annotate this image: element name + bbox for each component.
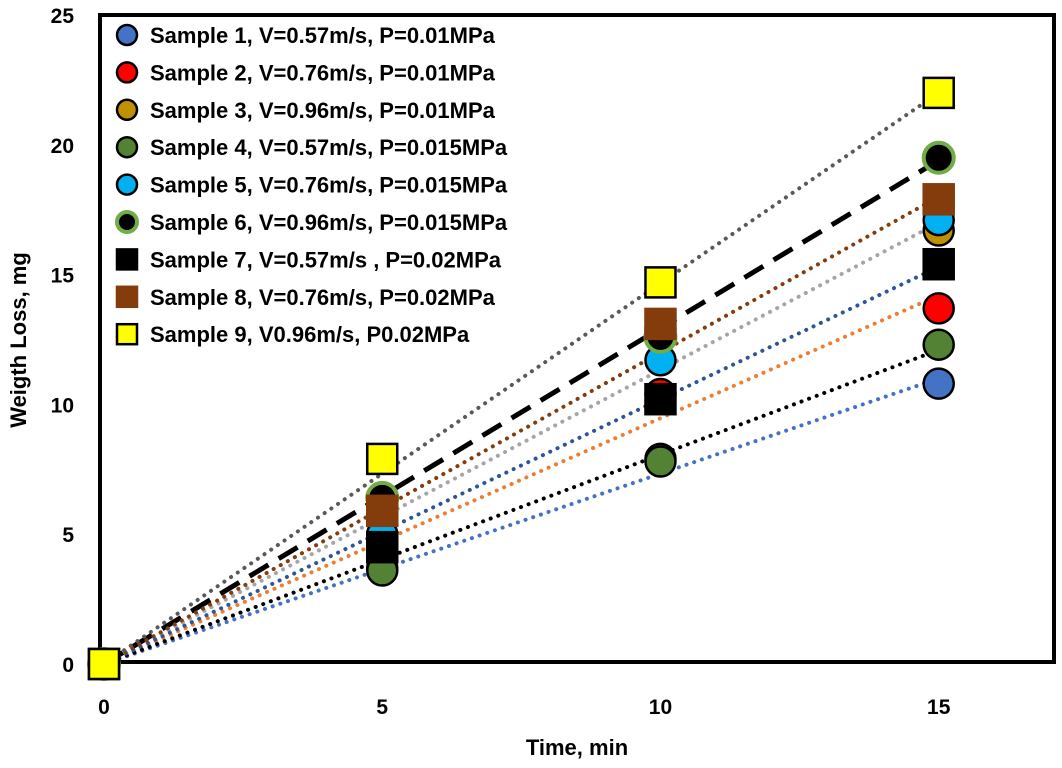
legend-marker-sample-4 (115, 135, 139, 159)
legend-label-sample-1: Sample 1, V=0.57m/s, P=0.01MPa (150, 23, 496, 48)
legend-marker-sample-8 (115, 285, 139, 309)
data-point-sample-1 (922, 367, 955, 400)
legend-marker-sample-2 (115, 61, 139, 84)
x-axis-title: Time, min (526, 735, 628, 760)
trendline-sample-3 (102, 220, 941, 666)
y-axis-title: Weigth Loss, mg (6, 252, 31, 428)
data-point-sample-8 (644, 307, 677, 341)
data-point-sample-9 (922, 76, 955, 110)
x-axis-ticks: 0 5 10 15 (98, 696, 951, 719)
legend-marker-sample-1 (115, 23, 139, 47)
data-point-sample-8 (365, 494, 399, 528)
legend-marker-sample-5 (115, 173, 139, 196)
data-point-sample-8 (922, 183, 955, 216)
legend-label-sample-6: Sample 6, V=0.96m/s, P=0.015MPa (150, 210, 508, 235)
data-point-sample-9 (365, 442, 399, 476)
y-axis-ticks: 0 5 10 15 20 25 (51, 5, 75, 677)
legend-label-sample-7: Sample 7, V=0.57m/s , P=0.02MPa (150, 247, 502, 272)
trendline-sample-5 (102, 264, 941, 666)
legend-label-sample-5: Sample 5, V=0.76m/s, P=0.015MPa (150, 173, 508, 198)
y-tick-label: 15 (51, 265, 75, 288)
legend-label-sample-4: Sample 4, V=0.57m/s, P=0.015MPa (150, 135, 508, 160)
legend-label-sample-3: Sample 3, V=0.96m/s, P=0.01MPa (150, 98, 496, 123)
x-tick-label: 10 (649, 696, 672, 719)
legend-marker-sample-6 (115, 210, 139, 234)
trendline-sample-1 (102, 376, 941, 666)
x-tick-label: 5 (376, 696, 388, 719)
legend-marker-sample-9 (115, 322, 139, 346)
trendline-sample-4 (102, 347, 941, 666)
data-markers (87, 76, 956, 681)
legend-marker-sample-3 (115, 98, 139, 122)
x-tick-label: 0 (98, 696, 110, 719)
legend-label-sample-9: Sample 9, V0.96m/s, P0.02MPa (150, 322, 470, 347)
x-tick-label: 15 (927, 696, 951, 719)
y-tick-label: 0 (62, 654, 74, 677)
legend-label-sample-2: Sample 2, V=0.76m/s, P=0.01MPa (150, 60, 496, 85)
legend: Sample 1, V=0.57m/s, P=0.01MPa Sample 2, … (115, 23, 508, 347)
trendlines (102, 90, 941, 667)
y-tick-label: 20 (51, 135, 74, 158)
y-tick-label: 5 (62, 524, 74, 547)
data-point-sample-7 (922, 247, 955, 281)
trendline-sample-8 (102, 194, 941, 666)
data-point-sample-7 (644, 382, 677, 416)
legend-label-sample-8: Sample 8, V=0.76m/s, P=0.02MPa (150, 285, 496, 310)
data-point-sample-7 (365, 530, 399, 564)
legend-marker-sample-7 (115, 248, 139, 271)
data-point-sample-9 (644, 266, 677, 299)
y-tick-label: 10 (51, 394, 74, 417)
data-point-sample-4 (644, 445, 677, 478)
data-point-sample-6 (921, 140, 956, 175)
trendline-sample-6 (102, 158, 940, 667)
data-point-sample-9 (87, 647, 121, 681)
data-point-sample-4 (922, 328, 955, 361)
trendline-sample-2 (102, 293, 941, 666)
trendline-sample-9 (102, 90, 941, 666)
data-point-sample-2 (922, 292, 955, 325)
y-tick-label: 25 (51, 5, 75, 28)
